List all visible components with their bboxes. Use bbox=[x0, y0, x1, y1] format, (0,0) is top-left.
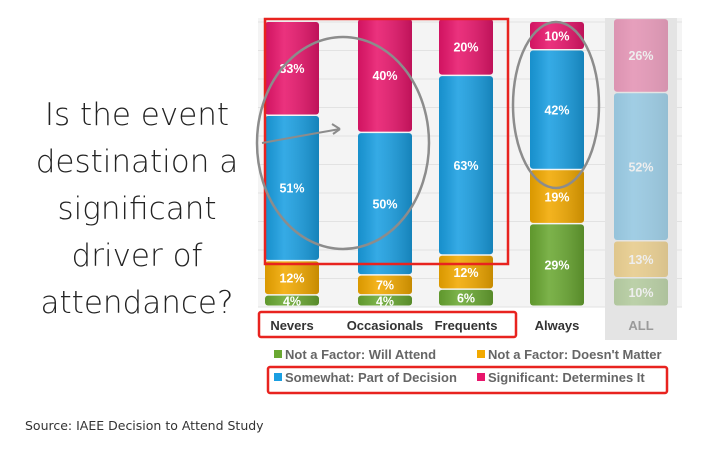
highlight-box-categories bbox=[257, 310, 518, 339]
category-label: Nevers bbox=[270, 318, 313, 333]
bar-value-label: 12% bbox=[453, 266, 478, 280]
legend-swatch bbox=[477, 373, 485, 381]
bars-group: 4%12%51%33%4%7%50%40%6%12%63%20%29%19%42… bbox=[265, 19, 668, 308]
bar-shade bbox=[530, 224, 584, 306]
bar-shade bbox=[439, 76, 493, 255]
bar-shade bbox=[358, 133, 412, 275]
bar-shade bbox=[265, 295, 319, 306]
question-line: Is the event bbox=[44, 97, 230, 133]
question-line: driver of bbox=[71, 238, 203, 274]
legend-swatch bbox=[274, 373, 282, 381]
legend-swatch bbox=[274, 350, 282, 358]
legend-swatch bbox=[477, 350, 485, 358]
question-line: significant bbox=[57, 191, 217, 227]
bar-value-label: 10% bbox=[544, 29, 569, 43]
circle-nevers-occasionals bbox=[255, 35, 431, 251]
bar-value-label: 52% bbox=[628, 160, 653, 174]
bar-stack-nevers: 4% 12% 51% 33% bbox=[265, 22, 319, 308]
bar-shade bbox=[530, 22, 584, 49]
highlight-box-legend bbox=[266, 365, 669, 395]
bar-shade bbox=[614, 241, 668, 277]
bar-value-label: 33% bbox=[279, 62, 304, 76]
category-labels: Nevers Occasionals Frequents Always ALL bbox=[270, 318, 653, 333]
bar-shade bbox=[439, 289, 493, 306]
bar-value-label: 7% bbox=[376, 279, 394, 293]
legend-label: Significant: Determines It bbox=[488, 370, 645, 385]
bar-value-label: 4% bbox=[283, 294, 301, 308]
bar-value-label: 12% bbox=[279, 272, 304, 286]
arrow-head bbox=[331, 123, 341, 135]
bar-shade bbox=[530, 50, 584, 169]
arrow-line bbox=[261, 128, 341, 144]
bar-value-label: 63% bbox=[453, 159, 478, 173]
bar-shade bbox=[358, 19, 412, 132]
bar-value-label: 19% bbox=[544, 190, 569, 204]
bar-stack-always: 29% 19% 42% 10% bbox=[530, 22, 584, 306]
bar-stack-occasionals: 4%7% 50% 40% bbox=[358, 19, 412, 308]
legend: Not a Factor: Will Attend Not a Factor: D… bbox=[274, 347, 662, 385]
bar-shade bbox=[358, 275, 412, 295]
category-label: Always bbox=[535, 318, 580, 333]
bar-value-label: 51% bbox=[279, 182, 304, 196]
bar-shade bbox=[265, 261, 319, 295]
category-label: ALL bbox=[628, 318, 653, 333]
bar-shade bbox=[439, 19, 493, 75]
bar-value-label: 40% bbox=[372, 69, 397, 83]
bar-value-label: 20% bbox=[453, 41, 478, 55]
bar-stack-all: 10% 13% 52% 26% bbox=[614, 19, 668, 306]
bar-value-label: 50% bbox=[372, 197, 397, 211]
bar-shade bbox=[614, 93, 668, 240]
bar-stack-frequents: 6% 12% 63% 20% bbox=[439, 19, 493, 306]
bar-value-label: 13% bbox=[628, 253, 653, 267]
category-label: Occasionals bbox=[347, 318, 424, 333]
legend-label: Not a Factor: Doesn't Matter bbox=[488, 347, 662, 362]
category-label: Frequents bbox=[435, 318, 498, 333]
legend-label: Somewhat: Part of Decision bbox=[285, 370, 457, 385]
question-text: Is the event destination a significant d… bbox=[18, 92, 256, 327]
annotations bbox=[255, 17, 669, 395]
bar-value-label: 42% bbox=[544, 103, 569, 117]
bar-shade bbox=[614, 19, 668, 92]
question-line: attendance? bbox=[40, 285, 234, 321]
source-caption: Source: IAEE Decision to Attend Study bbox=[25, 418, 264, 433]
bar-value-label: 4% bbox=[376, 294, 394, 308]
legend-label: Not a Factor: Will Attend bbox=[285, 347, 436, 362]
bar-value-label: 29% bbox=[544, 259, 569, 273]
bar-value-label: 10% bbox=[628, 286, 653, 300]
bar-shade bbox=[614, 278, 668, 306]
bar-value-label: 6% bbox=[457, 291, 475, 305]
bar-value-label: 26% bbox=[628, 49, 653, 63]
question-line: destination a bbox=[35, 144, 239, 180]
bar-shade bbox=[265, 22, 319, 115]
bar-shade bbox=[358, 295, 412, 306]
circle-always bbox=[511, 20, 601, 190]
bar-shade bbox=[265, 116, 319, 260]
